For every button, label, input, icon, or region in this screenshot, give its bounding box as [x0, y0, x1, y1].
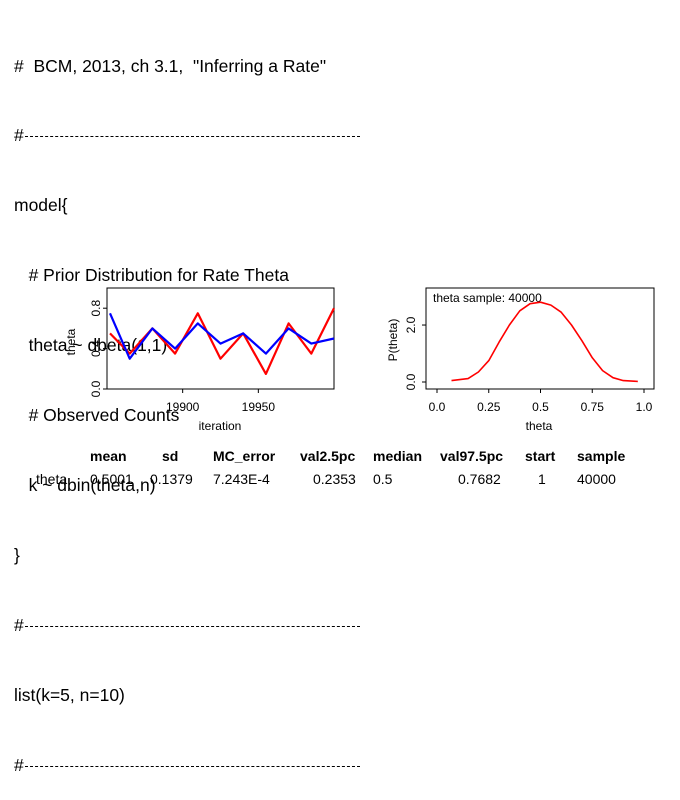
stats-value: 0.1379	[150, 471, 193, 487]
stats-header: sample	[577, 448, 626, 464]
code-separator: #	[14, 614, 434, 637]
code-separator: #	[14, 754, 434, 777]
stats-value: 0.7682	[458, 471, 501, 487]
density-ytick-label: 0.0	[404, 373, 418, 390]
trace-plot: 0.0 0.4 0.8 19900 19950 theta iteration	[64, 287, 335, 433]
trace-ytick-label: 0.0	[89, 380, 103, 397]
stats-value: 0.5	[373, 471, 393, 487]
stats-header: median	[373, 448, 423, 464]
density-xlabel: theta	[526, 419, 553, 433]
trace-axes: 0.0 0.4 0.8 19900 19950	[89, 300, 275, 414]
density-curve	[451, 301, 638, 383]
stats-header: sd	[162, 448, 179, 464]
stats-value: 40000	[577, 471, 616, 487]
trace-ytick-label: 0.4	[89, 340, 103, 357]
stats-header: val2.5pc	[300, 448, 356, 464]
stats-header: val97.5pc	[440, 448, 504, 464]
code-line: model{	[14, 195, 68, 216]
code-line: # Prior Distribution for Rate Theta	[14, 265, 289, 286]
trace-series-line-2	[108, 312, 335, 360]
stats-header: mean	[90, 448, 127, 464]
code-line: k ~ dbin(theta,n)	[14, 474, 156, 495]
code-line: # Observed Counts	[14, 405, 180, 426]
trace-ylabel: theta	[64, 328, 78, 355]
trace-xlabel: iteration	[199, 419, 242, 433]
stats-table: mean sd MC_error val2.5pc median val97.5…	[0, 440, 680, 503]
stats-value: 0.2353	[313, 471, 356, 487]
density-xtick-label: 0.0	[429, 400, 446, 414]
density-xtick-label: 1.0	[636, 400, 653, 414]
density-xtick-label: 0.25	[477, 400, 501, 414]
stats-value: 7.243E-4	[213, 471, 270, 487]
density-axes: 0.0 2.0 0.0 0.25 0.5 0.75 1.0	[404, 316, 653, 414]
code-separator: #	[14, 124, 434, 147]
stats-header: MC_error	[213, 448, 276, 464]
density-series-group	[451, 301, 638, 383]
density-plot: theta sample: 40000 0.0 2.0 0.0 0.25 0.5 0.75…	[386, 287, 655, 433]
trace-series-group	[108, 307, 335, 375]
model-code-block: # BCM, 2013, ch 3.1, "Inferring a Rate" …	[14, 8, 434, 800]
stats-value: 0.5001	[90, 471, 133, 487]
plots-svg: 0.0 0.4 0.8 19900 19950 theta iteration thet…	[64, 287, 655, 433]
code-line: # BCM, 2013, ch 3.1, "Inferring a Rate"	[14, 55, 327, 76]
code-line: }	[14, 544, 20, 565]
code-line: list(k=5, n=10)	[14, 684, 125, 705]
stats-node-name: theta	[36, 471, 68, 487]
stats-value: 1	[538, 471, 546, 487]
density-ytick-label: 2.0	[404, 316, 418, 333]
plots-area: 0.0 0.4 0.8 19900 19950 theta iteration thet…	[0, 280, 680, 440]
stats-header: start	[525, 448, 556, 464]
trace-xtick-label: 19900	[166, 400, 200, 414]
density-title: theta sample: 40000	[433, 291, 542, 305]
density-ylabel: P(theta)	[386, 319, 400, 362]
density-xtick-label: 0.5	[532, 400, 549, 414]
density-xtick-label: 0.75	[581, 400, 605, 414]
trace-ytick-label: 0.8	[89, 300, 103, 317]
trace-xtick-label: 19950	[242, 400, 276, 414]
